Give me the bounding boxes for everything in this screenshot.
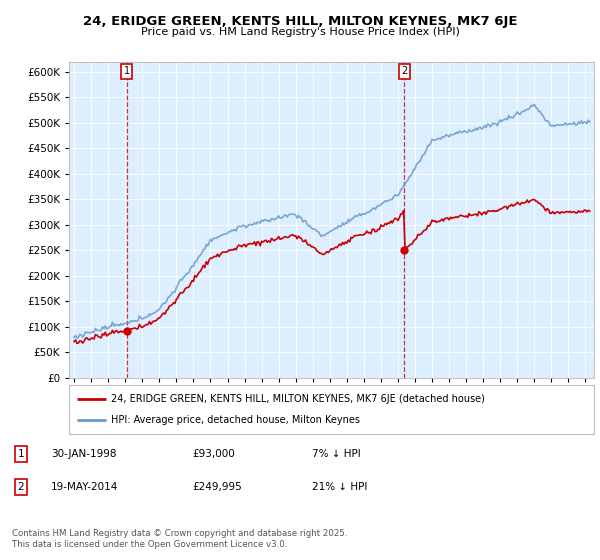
Text: 19-MAY-2014: 19-MAY-2014 [51,482,118,492]
Text: Price paid vs. HM Land Registry's House Price Index (HPI): Price paid vs. HM Land Registry's House … [140,27,460,37]
Text: 30-JAN-1998: 30-JAN-1998 [51,449,116,459]
Text: 7% ↓ HPI: 7% ↓ HPI [312,449,361,459]
Text: 21% ↓ HPI: 21% ↓ HPI [312,482,367,492]
Text: 24, ERIDGE GREEN, KENTS HILL, MILTON KEYNES, MK7 6JE (detached house): 24, ERIDGE GREEN, KENTS HILL, MILTON KEY… [111,394,485,404]
Text: 2: 2 [401,66,407,76]
Text: Contains HM Land Registry data © Crown copyright and database right 2025.
This d: Contains HM Land Registry data © Crown c… [12,529,347,549]
Text: 1: 1 [124,66,130,76]
Text: 24, ERIDGE GREEN, KENTS HILL, MILTON KEYNES, MK7 6JE: 24, ERIDGE GREEN, KENTS HILL, MILTON KEY… [83,15,517,27]
FancyBboxPatch shape [69,385,594,434]
Text: 2: 2 [17,482,25,492]
Text: 1: 1 [17,449,25,459]
Text: £93,000: £93,000 [192,449,235,459]
Text: £249,995: £249,995 [192,482,242,492]
Text: HPI: Average price, detached house, Milton Keynes: HPI: Average price, detached house, Milt… [111,415,360,425]
